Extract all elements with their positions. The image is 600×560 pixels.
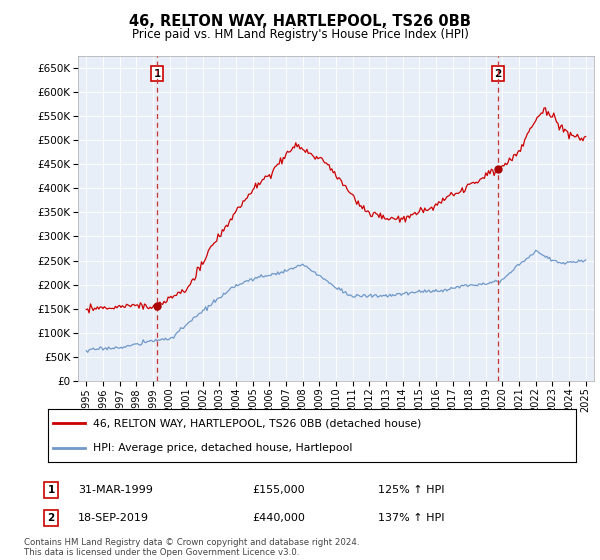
Text: Price paid vs. HM Land Registry's House Price Index (HPI): Price paid vs. HM Land Registry's House … <box>131 28 469 41</box>
Text: 125% ↑ HPI: 125% ↑ HPI <box>378 485 445 495</box>
Text: 46, RELTON WAY, HARTLEPOOL, TS26 0BB: 46, RELTON WAY, HARTLEPOOL, TS26 0BB <box>129 14 471 29</box>
Text: 137% ↑ HPI: 137% ↑ HPI <box>378 513 445 523</box>
Text: Contains HM Land Registry data © Crown copyright and database right 2024.
This d: Contains HM Land Registry data © Crown c… <box>24 538 359 557</box>
Text: HPI: Average price, detached house, Hartlepool: HPI: Average price, detached house, Hart… <box>93 442 352 452</box>
Text: £440,000: £440,000 <box>252 513 305 523</box>
Text: 2: 2 <box>494 69 502 79</box>
Text: 31-MAR-1999: 31-MAR-1999 <box>78 485 153 495</box>
Text: 1: 1 <box>154 69 161 79</box>
Text: 1: 1 <box>47 485 55 495</box>
Text: 46, RELTON WAY, HARTLEPOOL, TS26 0BB (detached house): 46, RELTON WAY, HARTLEPOOL, TS26 0BB (de… <box>93 418 421 428</box>
Text: 2: 2 <box>47 513 55 523</box>
Text: 18-SEP-2019: 18-SEP-2019 <box>78 513 149 523</box>
Text: £155,000: £155,000 <box>252 485 305 495</box>
